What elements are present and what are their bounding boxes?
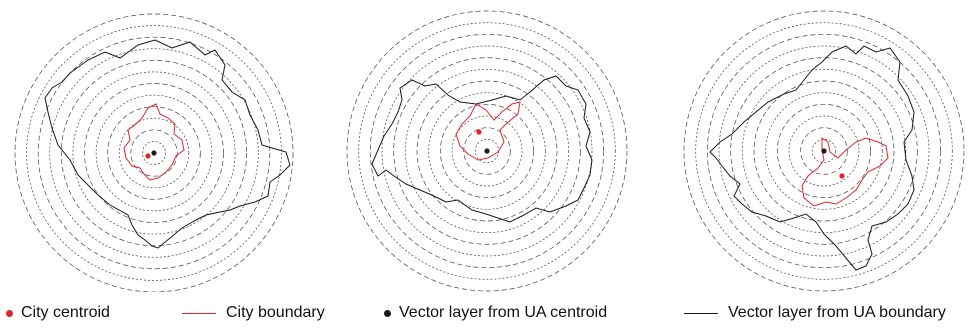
city-centroid — [839, 173, 845, 179]
legend: City centroid City boundary Vector layer… — [0, 297, 970, 329]
dashed-ring — [14, 13, 294, 292]
city-boundary — [123, 103, 185, 181]
dashed-ring — [26, 25, 282, 281]
dashed-ring — [381, 45, 593, 257]
dashed-ring — [776, 103, 872, 199]
black-dot-icon — [384, 309, 391, 317]
concentric-rings — [683, 10, 965, 292]
legend-item-city-centroid: City centroid — [6, 297, 110, 329]
legend-item-vector-ua-boundary: Vector layer from UA boundary — [684, 297, 946, 329]
dashed-ring — [346, 10, 628, 292]
dashed-ring — [416, 80, 558, 222]
legend-label: Vector layer from UA centroid — [399, 304, 608, 321]
city-boundary — [801, 137, 889, 207]
legend-label: City boundary — [226, 304, 325, 321]
city-centroid — [145, 153, 151, 159]
panel-2 — [346, 10, 628, 292]
dashed-ring — [765, 92, 883, 210]
dashed-ring — [753, 80, 895, 222]
legend-label: City centroid — [21, 304, 110, 321]
legend-item-vector-ua-centroid: Vector layer from UA centroid — [384, 297, 607, 329]
ua-centroid — [151, 150, 157, 156]
panel-1 — [14, 13, 294, 292]
dashed-ring — [107, 106, 201, 200]
legend-item-city-boundary: City boundary — [182, 297, 325, 329]
dashed-ring — [142, 141, 166, 165]
dashed-ring — [72, 71, 236, 235]
ua-boundary — [371, 75, 593, 223]
dashed-ring — [49, 48, 259, 258]
city-centroid — [476, 129, 482, 135]
red-dot-icon — [6, 309, 13, 317]
dashed-ring — [393, 57, 581, 245]
figure-canvas — [14, 10, 965, 292]
dashed-ring — [695, 22, 953, 280]
dashed-ring — [788, 115, 860, 187]
dashed-ring — [718, 45, 930, 257]
city-boundary — [455, 101, 521, 161]
dashed-ring — [800, 127, 848, 175]
dashed-ring — [730, 57, 918, 245]
ua-centroid — [484, 148, 490, 154]
dashed-ring — [706, 33, 942, 269]
dashed-ring — [683, 10, 965, 292]
dashed-ring — [741, 68, 907, 234]
dashed-ring — [60, 59, 248, 247]
dashed-ring — [811, 138, 837, 164]
dashed-ring — [130, 129, 178, 177]
dashed-ring — [428, 92, 546, 210]
legend-label: Vector layer from UA boundary — [728, 304, 946, 321]
ua-boundary — [709, 45, 915, 271]
black-line-icon — [684, 312, 718, 314]
panel-3 — [683, 10, 965, 292]
concentric-rings — [14, 13, 294, 292]
dashed-ring — [369, 33, 605, 269]
concentric-rings — [346, 10, 628, 292]
dashed-ring — [451, 115, 523, 187]
dashed-ring — [84, 83, 224, 223]
dashed-ring — [404, 68, 570, 234]
dashed-ring — [463, 127, 511, 175]
dashed-ring — [358, 22, 616, 280]
ua-boundary — [44, 39, 291, 249]
dashed-ring — [95, 94, 213, 212]
dashed-ring — [439, 103, 535, 199]
red-line-icon — [182, 312, 216, 314]
dashed-ring — [37, 36, 271, 270]
dashed-ring — [118, 117, 190, 189]
ua-centroid — [821, 148, 827, 154]
